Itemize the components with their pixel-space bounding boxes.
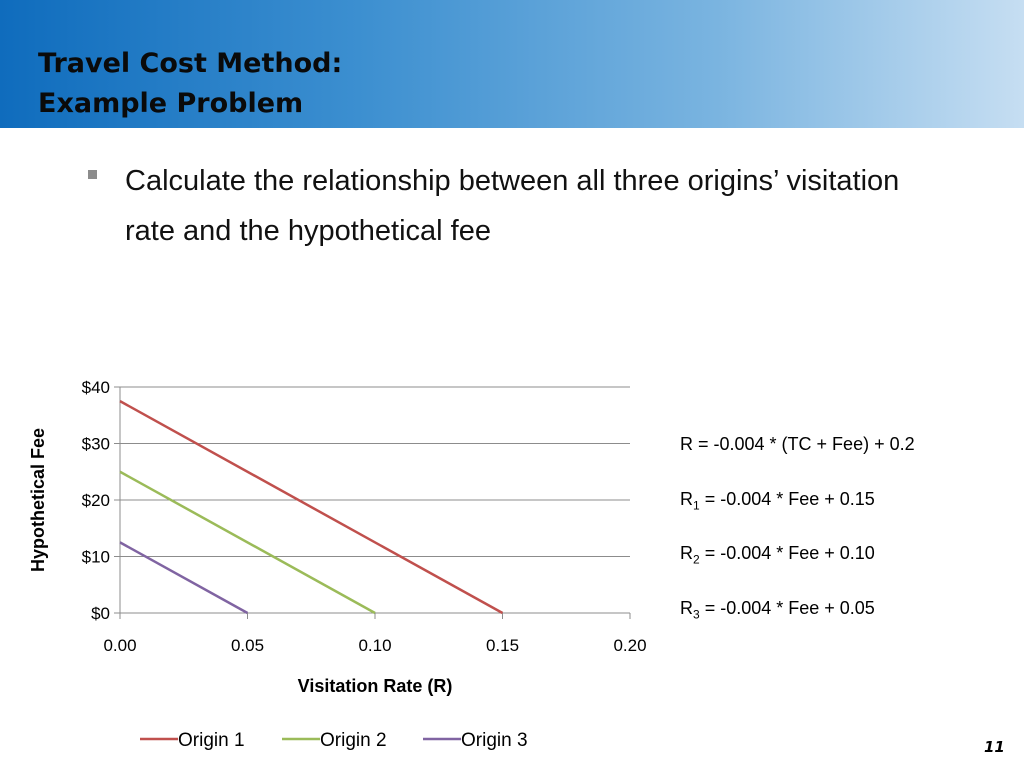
- equation-lhs: R: [680, 489, 693, 509]
- y-tick-label: $40: [82, 378, 110, 397]
- x-axis-title: Visitation Rate (R): [298, 676, 453, 696]
- legend: Origin 1 Origin 2 Origin 3: [140, 730, 528, 751]
- title-line-2: Example Problem: [38, 88, 304, 119]
- x-tick-label: 0.10: [358, 636, 391, 655]
- equation-rhs: = -0.004 * Fee + 0.05: [699, 598, 875, 618]
- equation-rhs: = -0.004 * Fee + 0.10: [699, 543, 875, 563]
- equation-lhs: R: [680, 543, 693, 563]
- equation-rhs: = -0.004 * Fee + 0.15: [699, 489, 875, 509]
- equation-origin-2: R2 = -0.004 * Fee + 0.10: [680, 543, 875, 567]
- equation-rhs: = -0.004 * (TC + Fee) + 0.2: [693, 434, 915, 454]
- legend-label: Origin 1: [178, 730, 245, 751]
- x-tick-label: 0.15: [486, 636, 519, 655]
- square-bullet-icon: [88, 170, 97, 179]
- axes: $0 $10 $20 $30 $40 0.00 0.05 0.10 0.15 0.20: [82, 378, 647, 655]
- legend-label: Origin 3: [461, 730, 528, 751]
- y-axis-title: Hypothetical Fee: [28, 428, 48, 572]
- header-banner: Travel Cost Method: Example Problem: [0, 0, 1024, 128]
- legend-label: Origin 2: [320, 730, 387, 751]
- y-tick-label: $30: [82, 435, 110, 454]
- x-tick-label: 0.00: [103, 636, 136, 655]
- y-tick-label: $10: [82, 548, 110, 567]
- chart: $0 $10 $20 $30 $40 0.00 0.05 0.10 0.15 0.20 Origi…: [28, 378, 647, 751]
- series-line-origin-2: [119, 470, 376, 615]
- series-line-origin-1: [119, 400, 504, 615]
- bullet-text: Calculate the relationship between all t…: [125, 165, 900, 247]
- equation-lhs: R: [680, 598, 693, 618]
- equation-general: R = -0.004 * (TC + Fee) + 0.2: [680, 434, 915, 458]
- y-tick-label: $20: [82, 491, 110, 510]
- page-number: 11: [984, 738, 1005, 756]
- series-line-origin-3: [119, 541, 249, 615]
- equation-subscript: 3: [693, 607, 700, 622]
- equation-origin-1: R1 = -0.004 * Fee + 0.15: [680, 489, 875, 513]
- y-tick-label: $0: [91, 604, 110, 623]
- equation-origin-3: R3 = -0.004 * Fee + 0.05: [680, 598, 875, 622]
- equation-subscript: 1: [693, 498, 700, 513]
- series-lines: [119, 400, 504, 615]
- equation-lhs: R: [680, 434, 693, 454]
- title-line-1: Travel Cost Method:: [38, 48, 343, 79]
- gridlines: [120, 386, 630, 614]
- equation-subscript: 2: [693, 552, 700, 567]
- slide-title: Travel Cost Method: Example Problem: [38, 44, 342, 124]
- x-tick-label: 0.05: [231, 636, 264, 655]
- x-tick-label: 0.20: [613, 636, 646, 655]
